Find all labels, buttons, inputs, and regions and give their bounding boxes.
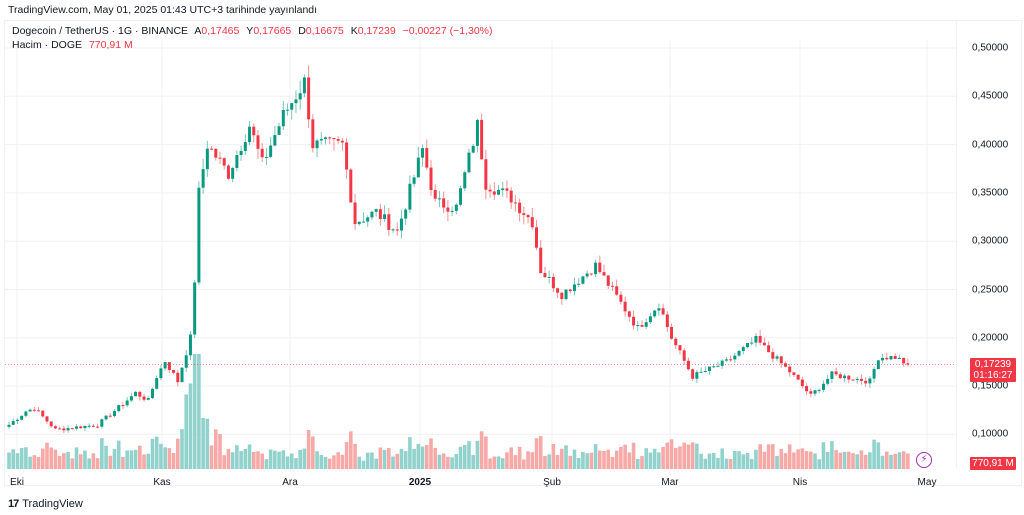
high-value: 0,17665 [253, 25, 292, 37]
chart-legend: Dogecoin / TetherUS · 1G · BINANCE A0,17… [12, 25, 493, 52]
price-tick: 0,10000 [972, 428, 1009, 440]
symbol-name[interactable]: Dogecoin / TetherUS · 1G · BINANCE [12, 25, 189, 37]
published-caption: TradingView.com, May 01, 2025 01:43 UTC+… [8, 4, 318, 16]
volume-tag: 770,91 M [970, 457, 1016, 470]
time-tick: 2025 [408, 477, 432, 488]
price-tick: 0,15000 [972, 380, 1009, 392]
last-price-tag: 0,17239 01:16:27 [970, 358, 1016, 382]
time-tick: May [917, 477, 937, 488]
price-tick: 0,20000 [972, 332, 1009, 344]
price-tick: 0,25000 [972, 284, 1009, 295]
time-tick: Şub [543, 477, 561, 488]
time-tick: Mar [661, 477, 679, 488]
time-tick: Ara [282, 477, 298, 488]
legend-volume-row: Hacim · DOGE 770,91 M [12, 39, 493, 53]
time-tick: Eki [10, 477, 24, 488]
price-tick: 0,40000 [972, 139, 1009, 151]
change-value: −0,00227 (−1,30%) [402, 25, 493, 37]
price-tick: 0,50000 [972, 42, 1009, 54]
legend-price-row: Dogecoin / TetherUS · 1G · BINANCE A0,17… [12, 25, 493, 37]
price-scale[interactable] [956, 20, 1023, 468]
volume-label[interactable]: Hacim · DOGE [12, 38, 83, 51]
last-price: 0,17239 [974, 359, 1012, 370]
volume-value: 770,91 M [88, 38, 133, 51]
price-tick: 0,30000 [972, 235, 1009, 247]
lightning-icon[interactable]: ⚡ [916, 452, 932, 468]
time-tick: Nis [792, 477, 808, 488]
open-value: 0,17465 [201, 25, 240, 37]
close-value: 0,17239 [357, 25, 396, 37]
time-tick: Kas [153, 477, 171, 488]
brand-name: TradingView [22, 498, 83, 510]
price-tick: 0,45000 [972, 90, 1009, 102]
tradingview-logo-icon: 17 [8, 498, 19, 510]
price-tick: 0,35000 [972, 187, 1009, 199]
chart-frame[interactable] [4, 20, 1022, 486]
footer-brand: 17 TradingView [8, 498, 83, 510]
low-value: 0,16675 [305, 25, 344, 37]
bar-countdown: 01:16:27 [973, 370, 1013, 381]
